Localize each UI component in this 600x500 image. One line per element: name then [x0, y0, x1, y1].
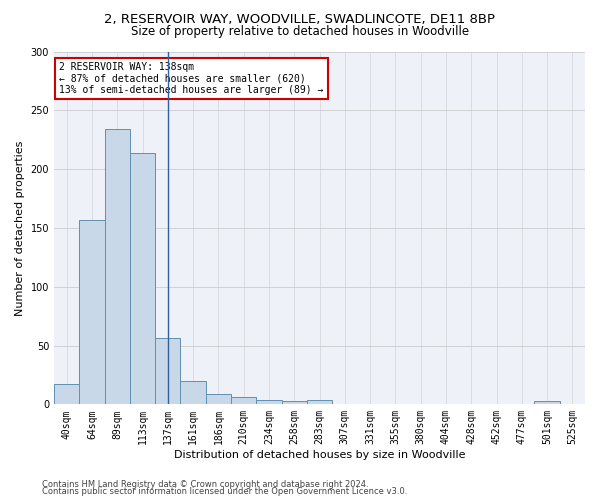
Bar — [206, 394, 231, 404]
Y-axis label: Number of detached properties: Number of detached properties — [15, 140, 25, 316]
Bar — [54, 384, 79, 404]
Text: Contains public sector information licensed under the Open Government Licence v3: Contains public sector information licen… — [42, 488, 407, 496]
Bar — [104, 129, 130, 404]
Text: 2, RESERVOIR WAY, WOODVILLE, SWADLINCOTE, DE11 8BP: 2, RESERVOIR WAY, WOODVILLE, SWADLINCOTE… — [104, 12, 496, 26]
Bar — [256, 400, 281, 404]
Bar — [79, 220, 104, 404]
Bar — [535, 401, 560, 404]
Bar — [307, 400, 332, 404]
Bar — [181, 381, 206, 404]
X-axis label: Distribution of detached houses by size in Woodville: Distribution of detached houses by size … — [174, 450, 465, 460]
Bar — [155, 338, 181, 404]
Text: Contains HM Land Registry data © Crown copyright and database right 2024.: Contains HM Land Registry data © Crown c… — [42, 480, 368, 489]
Bar — [281, 401, 307, 404]
Bar — [231, 398, 256, 404]
Text: Size of property relative to detached houses in Woodville: Size of property relative to detached ho… — [131, 25, 469, 38]
Text: 2 RESERVOIR WAY: 138sqm
← 87% of detached houses are smaller (620)
13% of semi-d: 2 RESERVOIR WAY: 138sqm ← 87% of detache… — [59, 62, 324, 96]
Bar — [130, 152, 155, 404]
